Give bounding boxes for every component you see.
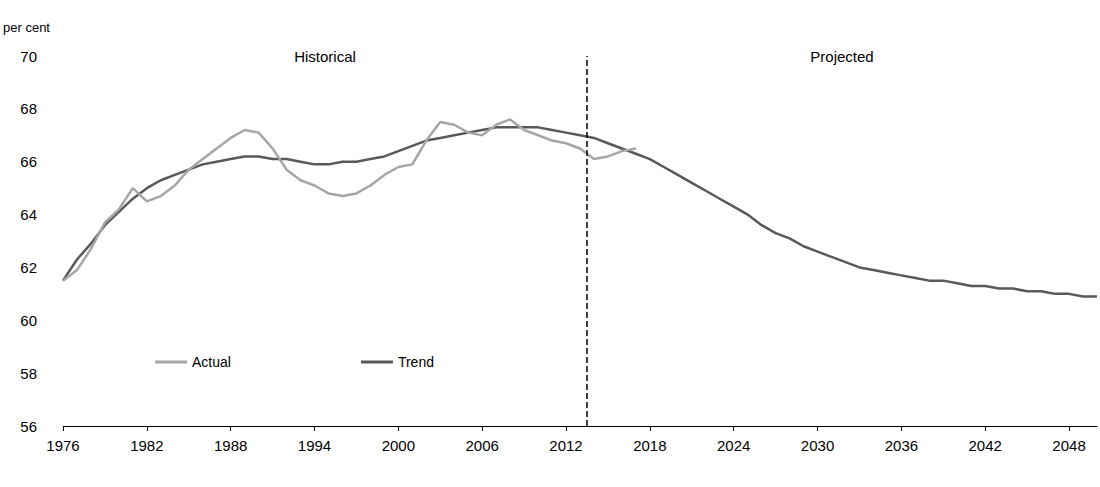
svg-text:Trend: Trend — [398, 354, 434, 370]
svg-text:Historical: Historical — [294, 48, 356, 65]
svg-text:2000: 2000 — [382, 437, 415, 454]
svg-text:58: 58 — [20, 365, 37, 382]
svg-text:1976: 1976 — [46, 437, 79, 454]
svg-text:2042: 2042 — [969, 437, 1002, 454]
svg-text:per cent: per cent — [3, 20, 50, 35]
svg-text:2030: 2030 — [801, 437, 834, 454]
svg-text:64: 64 — [20, 206, 37, 223]
svg-text:Projected: Projected — [810, 48, 873, 65]
svg-text:1988: 1988 — [214, 437, 247, 454]
svg-text:Actual: Actual — [192, 354, 231, 370]
svg-text:2024: 2024 — [717, 437, 750, 454]
svg-text:68: 68 — [20, 100, 37, 117]
svg-text:60: 60 — [20, 312, 37, 329]
svg-text:70: 70 — [20, 48, 37, 65]
svg-text:2048: 2048 — [1052, 437, 1085, 454]
svg-text:2018: 2018 — [633, 437, 666, 454]
svg-text:1994: 1994 — [298, 437, 331, 454]
svg-text:2006: 2006 — [466, 437, 499, 454]
svg-text:2012: 2012 — [549, 437, 582, 454]
svg-text:1982: 1982 — [130, 437, 163, 454]
svg-text:56: 56 — [20, 418, 37, 435]
svg-text:62: 62 — [20, 259, 37, 276]
svg-text:66: 66 — [20, 153, 37, 170]
svg-text:2036: 2036 — [885, 437, 918, 454]
